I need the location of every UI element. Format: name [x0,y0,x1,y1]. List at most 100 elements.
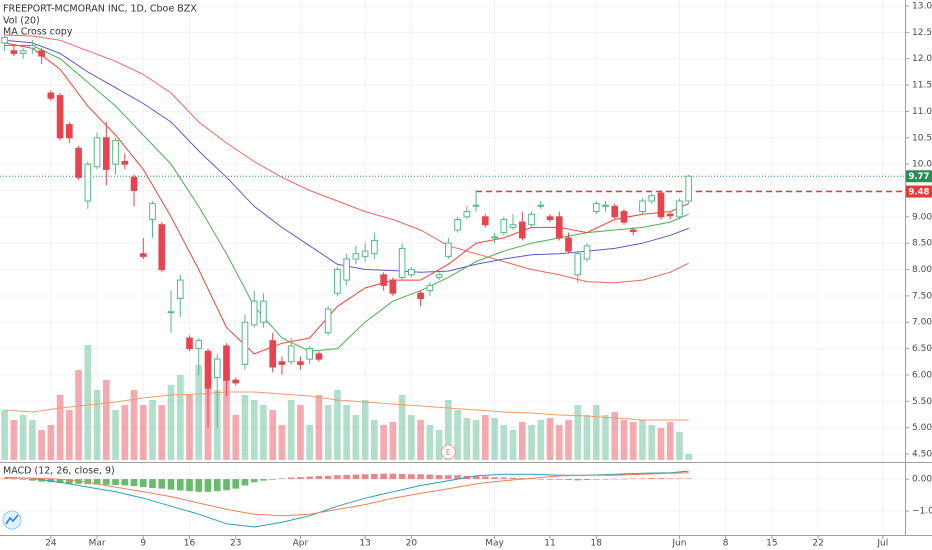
macd-histogram-bar [426,474,434,480]
y-tick-label: 13.00 [912,2,932,12]
y-tick-label: 0.00 [912,475,932,485]
volume-bar [130,390,138,460]
y-tick-label: 9.00 [912,212,932,222]
moving-average [4,34,689,284]
macd-histogram-bar [121,479,129,486]
volume-bar [121,405,129,460]
candle-body [66,124,73,139]
macd-histogram-bar [343,474,350,480]
axes-layer: 4.50 5.00 5.50 6.00 6.50 7.00 7.50 8.00 8.50 9.00… [45,2,932,549]
volume-bar [10,420,18,460]
candle-body [352,253,360,260]
macd-histogram-bar [56,479,64,483]
volume-bar [528,425,535,460]
volume-bar [149,400,156,460]
volume-bar [343,405,350,460]
macd-histogram-bar [583,479,591,481]
candle-body [324,308,332,334]
x-tick-label: 8 [723,539,729,549]
candle-body [130,176,138,191]
candle-body [463,211,471,218]
volume-bar [19,415,27,460]
macd-histogram-bar [629,478,637,480]
candle-body [241,321,249,365]
candle-body [565,237,572,252]
candle-body [315,353,323,360]
macd-histogram-bar [666,478,674,480]
volume-bar [389,422,397,460]
x-tick-label: 20 [406,539,418,549]
x-tick-label: 9 [140,539,146,549]
candle-body [75,147,82,178]
volume-bar [500,425,508,460]
volume-bar [481,415,489,460]
candle-body [676,200,683,218]
volume-bar [666,422,674,460]
macd-histogram-bar [38,479,45,482]
volume-bar [352,415,360,460]
candle-body [583,245,591,260]
volume-bar [361,400,369,460]
volume-bar [324,405,332,460]
volume-legend: Vol (20) [3,16,40,27]
candle-body [685,175,693,202]
volume-ma [4,391,689,421]
macd-histogram-bar [491,477,498,480]
volume-bar [195,365,203,460]
candle-body [334,269,341,294]
macd-histogram-bar [195,479,203,492]
volume-bar [546,418,554,460]
macd-histogram-bar [278,478,286,480]
candle-body [602,204,609,207]
macd-histogram-bar [602,479,609,480]
candle-body [574,253,582,276]
y-tick-label: 4.50 [912,450,932,460]
macd-histogram-bar [472,476,480,480]
y-tick-label: 6.50 [912,344,932,354]
volume-bar [1,410,8,460]
macd-histogram-bar [648,478,656,480]
x-tick-label: Jul [876,539,888,549]
macd-histogram-bar [676,478,683,480]
macd-histogram-bar [158,479,166,489]
volume-bar [602,415,609,460]
macd-histogram-bar [435,474,443,480]
candle-body [38,50,45,57]
macd-histogram-bar [454,475,461,480]
logo-icon[interactable] [5,514,19,525]
y-tick-label: 8.50 [912,239,932,249]
candle-body [445,242,452,257]
candle-body [297,361,304,365]
candle-body [204,350,212,389]
volume-bar [537,420,545,460]
macd-histogram-bar [66,479,73,484]
volume-bar [648,425,656,460]
logo[interactable] [2,510,22,530]
candle-body [10,50,18,54]
price-badge-label: 9.48 [909,188,930,198]
volume-bar [491,418,498,460]
volume-bar [250,400,258,460]
macd-histogram-bar [176,479,184,491]
candle-body [93,137,101,168]
volume-bar [176,375,184,460]
volume-bar [93,390,101,460]
macd-histogram-bar [509,477,517,480]
volume-bar [657,428,665,460]
candle-body [408,269,415,276]
candle-body [19,50,27,54]
candle-body [287,345,295,363]
y-tick-label: 11.00 [912,107,932,117]
moving-average [4,45,689,352]
macd-histogram-bar [260,479,267,481]
candle-body [213,358,221,379]
macd-legend: MACD (12, 26, close, 9) [3,466,115,477]
candle-body [102,137,110,170]
macd-histogram-bar [306,476,314,480]
macd-histogram-bar [481,476,489,480]
volume-bar [611,412,619,460]
candle-body [158,224,166,271]
volume-bar [306,425,314,460]
candle-body [500,218,508,234]
